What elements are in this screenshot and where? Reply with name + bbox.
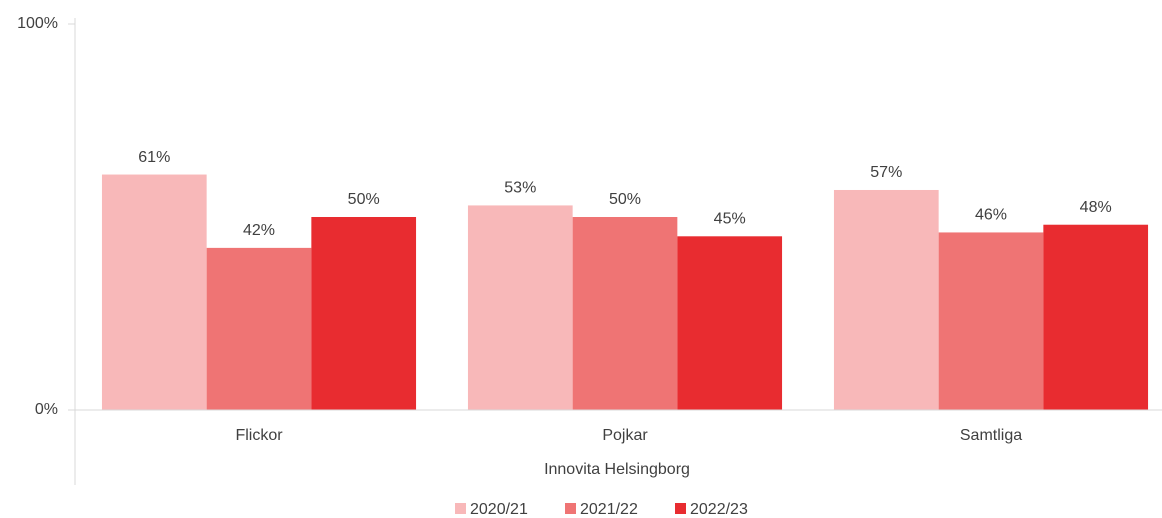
bar [1043, 224, 1149, 410]
y-tick-label: 100% [17, 15, 58, 32]
bar [938, 232, 1044, 410]
bar [206, 247, 312, 410]
legend-label: 2020/21 [470, 501, 528, 518]
x-tick-label: Samtliga [960, 427, 1022, 444]
legend-swatch [565, 503, 576, 514]
bar [467, 205, 573, 410]
legend-swatch [675, 503, 686, 514]
legend-label: 2021/22 [580, 501, 638, 518]
bar [677, 236, 783, 410]
data-label: 45% [714, 211, 746, 228]
data-label: 53% [504, 180, 536, 197]
data-label: 61% [138, 149, 170, 166]
data-label: 50% [609, 191, 641, 208]
data-label: 46% [975, 207, 1007, 224]
bar [833, 189, 939, 410]
y-tick-label: 0% [35, 401, 58, 418]
bar [311, 217, 417, 410]
legend-label: 2022/23 [690, 501, 748, 518]
x-tick-label: Pojkar [602, 427, 648, 444]
data-label: 50% [348, 191, 380, 208]
bar [572, 217, 678, 410]
bar [101, 174, 207, 410]
data-label: 57% [870, 164, 902, 181]
x-tick-label: Flickor [235, 427, 283, 444]
data-label: 42% [243, 222, 275, 239]
x-axis-label: Innovita Helsingborg [544, 461, 690, 478]
data-label: 48% [1080, 199, 1112, 216]
legend-swatch [455, 503, 466, 514]
